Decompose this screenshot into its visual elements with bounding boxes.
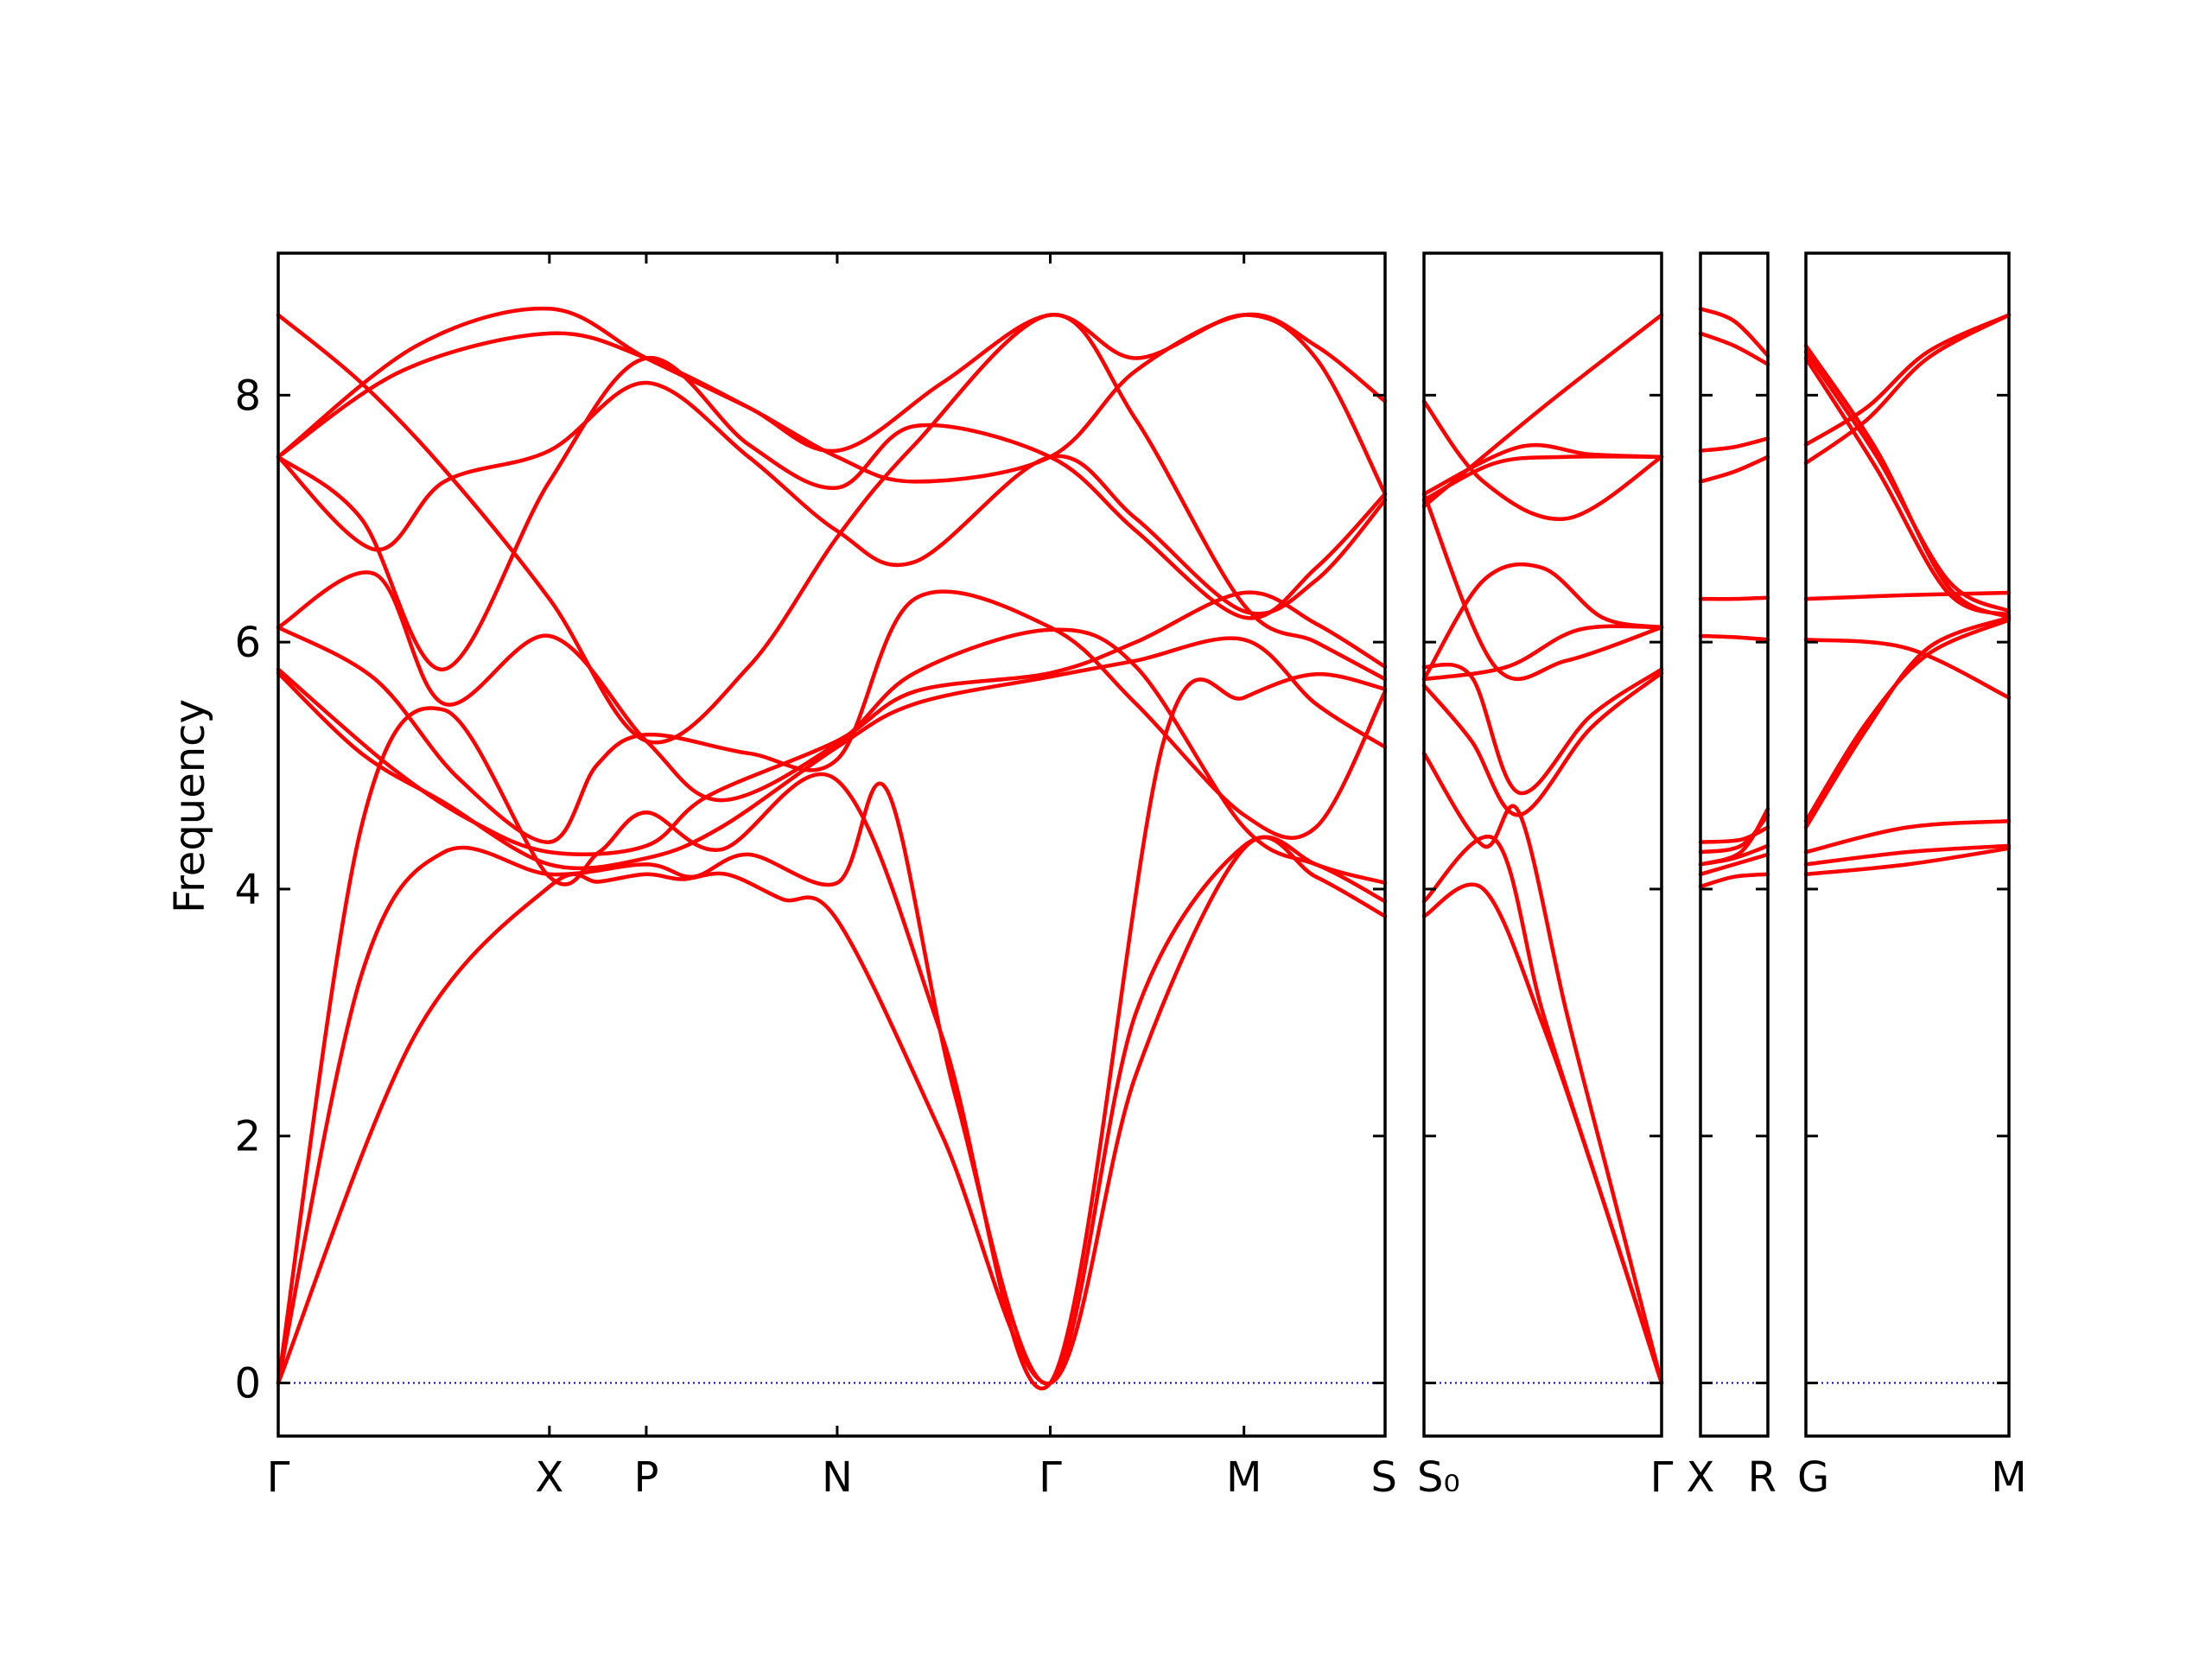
- ytick-label-8: 8: [234, 372, 261, 420]
- panel-2-xlabel-1: Γ: [1650, 1453, 1674, 1502]
- panel-4-band-7: [1806, 593, 2009, 599]
- panel-3-xlabel-0: X: [1687, 1453, 1715, 1502]
- panel-1-band-12: [278, 308, 1385, 494]
- panel-3-band-8: [1700, 598, 1768, 600]
- panel-2-band-11: [1424, 494, 1662, 679]
- panel-2-band-6: [1424, 564, 1662, 679]
- panel-1-xlabel-5: M: [1226, 1453, 1262, 1502]
- panel-1-frame: [278, 253, 1385, 1436]
- panel-3-band-7: [1700, 636, 1768, 639]
- y-ticks: 0 2 4 6 8: [234, 372, 261, 1408]
- ytick-label-2: 2: [234, 1113, 261, 1161]
- panel-1-xlabel-0: Γ: [267, 1453, 290, 1502]
- panel-2-xlabel-0: S₀: [1417, 1453, 1460, 1502]
- panel-1-band-10: [278, 315, 1385, 482]
- panel-1-xlabel-3: N: [822, 1453, 853, 1502]
- ytick-label-4: 4: [234, 866, 261, 914]
- panel-4-band-9: [1806, 315, 2009, 445]
- panel-3-band-1: [1700, 874, 1768, 887]
- ytick-label-0: 0: [234, 1360, 261, 1408]
- y-axis-label: Frequency: [166, 699, 214, 913]
- panel-1-band-9: [278, 358, 1385, 670]
- panel-4: GM: [1797, 253, 2027, 1502]
- panel-2-band-3: [1424, 753, 1662, 1383]
- panel-1-xlabel-2: P: [633, 1453, 658, 1502]
- panel-1-band-3: [278, 674, 1385, 1389]
- panel-3-xlabel-1: R: [1748, 1453, 1777, 1502]
- panel-2-band-12: [1424, 315, 1662, 506]
- panel-2: S₀ Γ: [1417, 253, 1674, 1502]
- panel-3-frame: [1700, 253, 1768, 1436]
- panel-1-band-5: [278, 593, 1385, 855]
- ytick-label-6: 6: [234, 619, 261, 667]
- panel-4-xlabel-0: G: [1797, 1453, 1829, 1502]
- panel-1-band-1: [278, 837, 1385, 1383]
- panel-3-band-10: [1700, 438, 1768, 450]
- panel-3-band-12: [1700, 308, 1768, 355]
- panel-2-band-2: [1424, 836, 1662, 1382]
- panel-2-band-4: [1424, 673, 1662, 815]
- panel-1-band-7: [278, 572, 1385, 882]
- panel-1-xlabel-1: X: [535, 1453, 563, 1502]
- panel-3: XR: [1687, 253, 1777, 1502]
- panel-2-band-1: [1424, 885, 1662, 1383]
- panel-1-band-8: [278, 383, 1385, 613]
- panel-4-band-11: [1806, 346, 2009, 617]
- panel-3-band-11: [1700, 334, 1768, 365]
- panel-1: ΓXPNΓMS: [267, 253, 1397, 1502]
- panel-2-band-10: [1424, 402, 1662, 519]
- panel-1-xlabel-6: S: [1371, 1453, 1397, 1502]
- panel-1-band-4: [278, 639, 1385, 868]
- panel-3-band-9: [1700, 457, 1768, 482]
- panel-4-xlabel-1: M: [1991, 1453, 2026, 1502]
- panel-1-band-2: [278, 784, 1385, 1384]
- panels: ΓXPNΓMSS₀ΓXRGM: [267, 253, 2027, 1502]
- panel-1-xlabel-4: Γ: [1039, 1453, 1062, 1502]
- panel-2-frame: [1424, 253, 1662, 1436]
